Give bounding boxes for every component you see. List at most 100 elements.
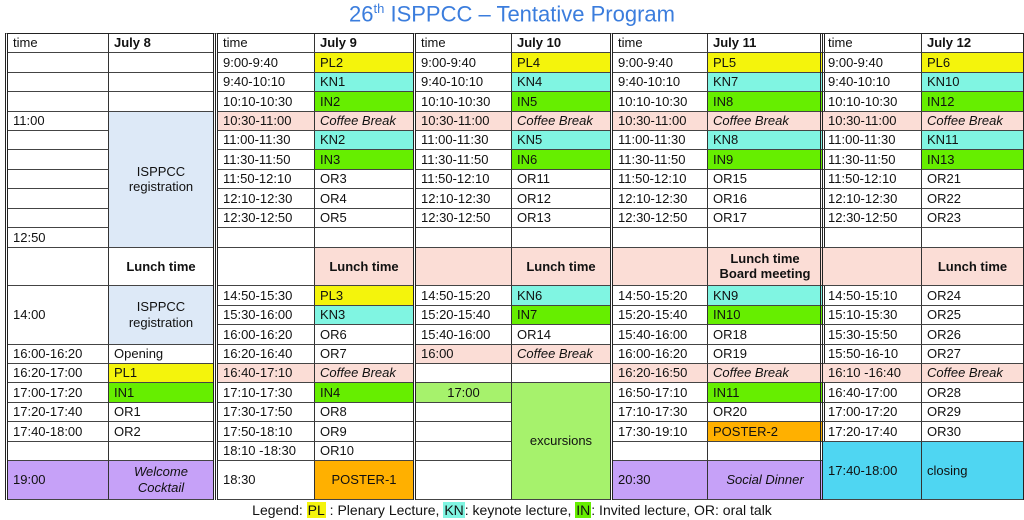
session-cell: IN2 bbox=[315, 92, 413, 112]
time-cell bbox=[613, 247, 708, 287]
time-cell: 17:30-19:10 bbox=[613, 422, 708, 442]
time-cell: 11:00 bbox=[8, 111, 109, 132]
session-cell: OR5 bbox=[315, 209, 413, 229]
time-cell: 9:40-10:10 bbox=[613, 72, 708, 93]
session-cell: OR13 bbox=[512, 209, 610, 229]
session-cell bbox=[512, 228, 610, 248]
time-cell: 10:10-10:30 bbox=[613, 92, 708, 112]
time-cell bbox=[823, 247, 922, 287]
day-table-4: time July 12 9:00-9:40 9:40-10:10 10:10-10:3… bbox=[820, 33, 1024, 500]
time-cell: 11:00-11:30 bbox=[823, 131, 922, 151]
time-cell bbox=[218, 228, 315, 248]
time-cell: 16:00-16:20 bbox=[218, 325, 315, 345]
time-cell bbox=[823, 228, 922, 248]
time-cell: 17:10-17:30 bbox=[613, 402, 708, 423]
time-cell: 11:50-12:10 bbox=[823, 169, 922, 190]
time-column-header: time bbox=[8, 34, 109, 54]
time-cell: 17:20-17:40 bbox=[823, 422, 922, 442]
session-cell: PL1 bbox=[109, 364, 213, 384]
session-cell: IN6 bbox=[512, 150, 610, 170]
day-column-header: July 9 bbox=[315, 34, 413, 54]
session-cell: Welcome Cocktail bbox=[109, 461, 213, 500]
session-cell: PL5 bbox=[708, 53, 822, 73]
time-cell: 11:50-12:10 bbox=[416, 169, 512, 190]
time-cell: 12:50 bbox=[8, 228, 109, 248]
session-cell: Coffee Break bbox=[708, 111, 822, 132]
session-cell: OR22 bbox=[922, 189, 1023, 209]
time-cell: 14:50-15:20 bbox=[416, 286, 512, 306]
time-cell: 12:10-12:30 bbox=[613, 189, 708, 209]
session-cell: KN2 bbox=[315, 131, 413, 151]
session-cell: OR24 bbox=[922, 286, 1023, 306]
session-cell: OR3 bbox=[315, 170, 413, 190]
day-table-1: time July 9 9:00-9:40 9:40-10:10 10:10-10:30… bbox=[215, 33, 416, 500]
session-cell: PL2 bbox=[315, 53, 413, 73]
session-cell: OR30 bbox=[922, 422, 1023, 442]
day-column-header: July 10 bbox=[512, 34, 610, 54]
legend-keynote-swatch: KN bbox=[443, 502, 465, 518]
time-cell: 20:30 bbox=[613, 461, 708, 500]
time-cell: 17:40-18:00 bbox=[823, 441, 922, 500]
time-cell: 9:00-9:40 bbox=[613, 53, 708, 73]
time-cell: 9:40-10:10 bbox=[218, 72, 315, 93]
time-cell bbox=[8, 131, 109, 151]
session-cell: IN4 bbox=[315, 383, 413, 403]
session-cell: excursions bbox=[512, 383, 610, 500]
session-cell bbox=[708, 228, 822, 248]
time-cell: 17:10-17:30 bbox=[218, 383, 315, 403]
time-cell bbox=[8, 169, 109, 190]
day-column-header: July 8 bbox=[109, 34, 213, 54]
session-cell: OR29 bbox=[922, 403, 1023, 423]
time-cell: 11:50-12:10 bbox=[613, 169, 708, 190]
session-cell: IN7 bbox=[512, 305, 610, 326]
time-cell: 9:00-9:40 bbox=[416, 53, 512, 73]
time-cell: 10:10-10:30 bbox=[218, 92, 315, 112]
session-cell: IN10 bbox=[708, 305, 822, 326]
session-cell: PL3 bbox=[315, 286, 413, 306]
session-cell: Coffee Break bbox=[315, 364, 413, 384]
session-cell: OR14 bbox=[512, 325, 610, 345]
time-cell: 12:10-12:30 bbox=[823, 189, 922, 209]
session-cell: Coffee Break bbox=[315, 111, 413, 132]
time-cell: 15:30-16:00 bbox=[218, 305, 315, 326]
time-cell: 16:20-17:00 bbox=[8, 364, 109, 384]
time-cell bbox=[8, 189, 109, 209]
session-cell: IN1 bbox=[109, 383, 213, 403]
time-cell: 16:20-16:50 bbox=[613, 364, 708, 384]
time-cell: 10:30-11:00 bbox=[823, 111, 922, 132]
session-cell: IN12 bbox=[922, 92, 1023, 112]
time-cell: 9:40-10:10 bbox=[823, 72, 922, 93]
session-cell: OR4 bbox=[315, 189, 413, 209]
session-cell: KN3 bbox=[315, 305, 413, 326]
time-cell: 11:00-11:30 bbox=[218, 131, 315, 151]
session-cell: Coffee Break bbox=[922, 111, 1023, 132]
session-cell bbox=[109, 92, 213, 112]
time-cell bbox=[8, 208, 109, 229]
legend-invited-text: : Invited lecture, OR: oral talk bbox=[591, 502, 772, 518]
time-cell: 16:40-17:10 bbox=[218, 364, 315, 384]
time-cell: 12:10-12:30 bbox=[416, 189, 512, 209]
time-cell: 9:40-10:10 bbox=[416, 72, 512, 93]
day-column-header: July 12 bbox=[922, 34, 1023, 54]
session-cell: OR19 bbox=[708, 345, 822, 365]
time-column-header: time bbox=[613, 34, 708, 54]
time-cell: 17:00-17:20 bbox=[823, 402, 922, 423]
session-cell bbox=[315, 228, 413, 248]
session-cell: ISPPCC registration bbox=[109, 111, 213, 248]
session-cell: OR23 bbox=[922, 209, 1023, 229]
time-cell: 11:30-11:50 bbox=[613, 150, 708, 170]
time-cell: 10:30-11:00 bbox=[218, 111, 315, 132]
time-cell: 12:30-12:50 bbox=[218, 208, 315, 229]
time-cell: 12:30-12:50 bbox=[613, 208, 708, 229]
session-cell: OR21 bbox=[922, 170, 1023, 190]
time-cell: 17:20-17:40 bbox=[8, 402, 109, 423]
session-cell: Coffee Break bbox=[922, 364, 1023, 384]
time-cell: 15:20-15:40 bbox=[613, 305, 708, 326]
session-cell: OR17 bbox=[708, 209, 822, 229]
session-cell: OR11 bbox=[512, 170, 610, 190]
session-cell: KN9 bbox=[708, 286, 822, 306]
session-cell: IN5 bbox=[512, 92, 610, 112]
session-cell: KN8 bbox=[708, 131, 822, 151]
session-cell: IN3 bbox=[315, 150, 413, 170]
page-title: 26th ISPPCC – Tentative Program bbox=[0, 1, 1024, 27]
